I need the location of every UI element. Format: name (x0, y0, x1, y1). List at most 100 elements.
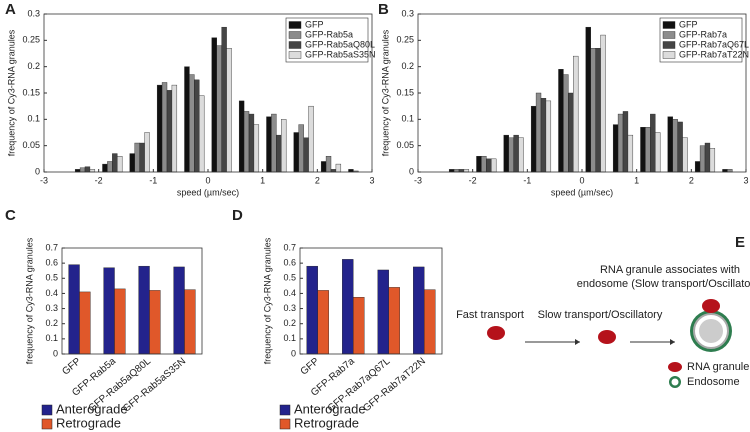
bar (424, 289, 436, 355)
y-tick-label: 0.2 (27, 61, 40, 71)
bar (655, 132, 661, 173)
bar (568, 92, 574, 173)
bar (281, 119, 287, 173)
bar (149, 290, 161, 355)
bar (320, 161, 327, 173)
y-tick-label: 0.2 (401, 61, 414, 71)
bar (184, 66, 190, 173)
legend-label: Anterograde (294, 401, 366, 416)
x-tick-label: 3 (743, 175, 748, 185)
key-icon (671, 378, 679, 386)
bar (325, 155, 332, 173)
legend-swatch (279, 404, 291, 416)
y-tick-label: 0.3 (27, 8, 40, 18)
bar (595, 48, 601, 173)
axis-box (299, 247, 443, 355)
bar (672, 119, 678, 173)
bar (293, 132, 299, 173)
bar (704, 142, 711, 173)
bar (103, 267, 115, 355)
bar (481, 155, 487, 173)
panel-label: E (735, 234, 745, 251)
legend-label: GFP (305, 19, 324, 29)
key-icon (668, 362, 682, 372)
bar (248, 113, 255, 173)
y-tick-label: 0.1 (45, 333, 58, 343)
bar (298, 124, 304, 173)
bar (308, 105, 314, 173)
bar (677, 121, 683, 173)
axis-box (43, 13, 373, 173)
bar (276, 134, 282, 173)
panel-label: D (232, 207, 243, 224)
x-tick-label: -3 (40, 175, 48, 185)
x-axis-label: speed (µm/sec) (551, 187, 613, 197)
bar (699, 145, 706, 173)
bar (486, 158, 492, 173)
x-tick-label: -2 (469, 175, 477, 185)
x-tick-label: 2 (315, 175, 320, 185)
bar (303, 137, 309, 173)
x-tick-label: 2 (689, 175, 694, 185)
bar (573, 55, 579, 173)
bar (317, 290, 329, 355)
bar (518, 137, 524, 173)
bar (79, 291, 91, 355)
x-axis-label: speed (µm/sec) (177, 187, 239, 197)
granule-icon (598, 330, 616, 344)
bar (590, 48, 596, 173)
bar (476, 155, 482, 173)
legend-swatch (279, 418, 291, 430)
y-tick-label: 0 (53, 348, 58, 358)
y-axis-label: frequency of Cy3-RNA granules (24, 237, 34, 364)
x-tick-label: -1 (149, 175, 157, 185)
granule-icon (702, 299, 720, 313)
x-tick-label: 0 (579, 175, 584, 185)
bar (134, 142, 140, 173)
key-text: Endosome (687, 376, 740, 388)
y-tick-label: 0.7 (283, 242, 296, 252)
bar (563, 74, 569, 173)
bar (139, 142, 145, 173)
bar (645, 127, 651, 173)
axis-box (417, 13, 747, 173)
bar (243, 111, 250, 173)
diagram-text: endosome (Slow transport/Oscillatory) (577, 278, 750, 290)
x-tick-label: GFP (299, 356, 322, 378)
diagram-text: RNA granule associates with (600, 264, 740, 276)
bar (68, 264, 80, 355)
legend-label: GFP-Rab5aQ80L (305, 39, 375, 49)
bar (342, 259, 354, 355)
bar (306, 265, 318, 355)
x-tick-label: 1 (260, 175, 265, 185)
legend-swatch (41, 418, 53, 430)
bar (535, 92, 542, 173)
y-tick-label: 0.7 (45, 242, 58, 252)
y-axis-label: frequency of Cy3-RNA granules (380, 29, 390, 156)
legend-swatch (662, 31, 676, 39)
bar (138, 265, 150, 355)
y-tick-label: 0 (35, 166, 40, 176)
bar (640, 127, 646, 173)
y-tick-label: 0.2 (283, 318, 296, 328)
bar (617, 113, 624, 173)
bar (540, 98, 547, 173)
x-tick-label: 1 (634, 175, 639, 185)
legend-label: Retrograde (294, 415, 359, 430)
bar (266, 116, 272, 173)
legend-swatch (288, 21, 302, 29)
y-axis-label: frequency of Cy3-RNA granules (6, 29, 16, 156)
y-tick-label: 0.6 (45, 258, 58, 268)
y-tick-label: 0.6 (283, 258, 296, 268)
bar (238, 100, 245, 173)
x-tick-label: GFP (60, 356, 83, 378)
bar (144, 132, 150, 173)
bar (84, 166, 91, 173)
legend-label: Retrograde (56, 415, 121, 430)
y-tick-label: 0.5 (45, 273, 58, 283)
x-tick-label: -1 (523, 175, 531, 185)
bar (161, 82, 168, 173)
legend-label: GFP-Rab5aS35N (305, 49, 376, 59)
bar (114, 288, 126, 355)
y-tick-label: 0.15 (22, 87, 40, 97)
